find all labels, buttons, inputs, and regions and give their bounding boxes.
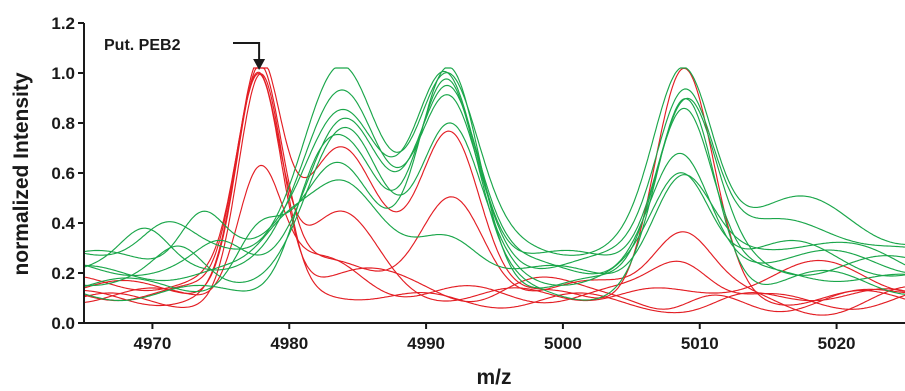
green-series-line-8 [83, 88, 905, 271]
red-series-line-5 [83, 73, 905, 314]
x-tick-label: 4980 [270, 334, 308, 353]
series-group [83, 67, 905, 316]
ticks-group: 0.0 0.2 0.4 0.6 0.8 1.0 1.2 4970 4980 4990 5000 501… [51, 14, 855, 353]
green-series-line-10 [83, 84, 905, 277]
x-tick-label: 4990 [407, 334, 445, 353]
red-series-line-2 [84, 67, 905, 307]
y-tick-label: 0.2 [51, 264, 75, 283]
red-series-line-4 [83, 164, 905, 310]
axes-group [83, 23, 905, 324]
x-tick-label: 4970 [134, 334, 172, 353]
y-tick-label: 0.6 [51, 164, 75, 183]
green-series-line-11 [83, 122, 905, 287]
green-series-line-7 [83, 67, 905, 256]
y-tick-label: 0.0 [51, 314, 75, 333]
annotation-arrow-line [233, 42, 261, 61]
y-tick-label: 1.2 [51, 14, 75, 33]
x-axis-title: m/z [476, 366, 511, 389]
y-tick-label: 0.8 [51, 114, 75, 133]
green-series-line-9 [83, 70, 905, 276]
green-series-line-13 [84, 174, 905, 282]
y-tick-label: 0.4 [51, 214, 75, 233]
green-series-line-14 [83, 78, 905, 302]
y-axis-title: normalized Intensity [10, 72, 33, 275]
annotation-label: Put. PEB2 [104, 37, 181, 54]
peak-annotation: Put. PEB2 [104, 37, 266, 70]
x-tick-label: 5000 [544, 334, 582, 353]
green-series-line-12 [83, 67, 905, 293]
y-tick-label: 1.0 [51, 64, 75, 83]
red-series-line-6 [83, 73, 905, 313]
x-tick-label: 5020 [818, 334, 856, 353]
x-tick-label: 5010 [681, 334, 719, 353]
annotation-arrow-head [253, 59, 266, 70]
